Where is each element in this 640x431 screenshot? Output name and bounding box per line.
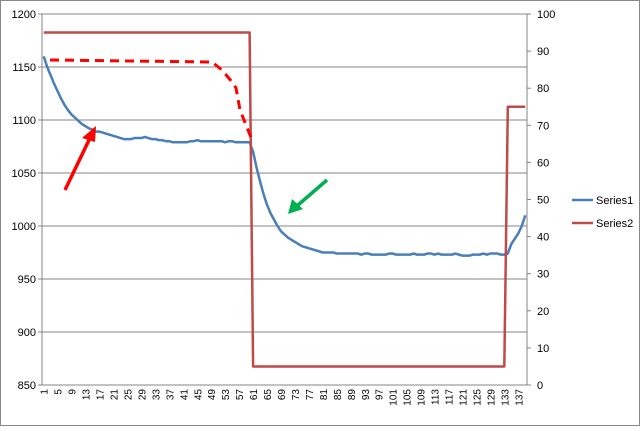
series-line (42, 56, 527, 257)
y-tick-label: 950 (18, 274, 36, 286)
x-tick-label: 77 (305, 389, 316, 401)
x-tick-label: 121 (458, 389, 469, 406)
legend-label: Series2 (596, 218, 633, 230)
y2-tick-label: 40 (537, 232, 549, 244)
y2-tick-label: 80 (537, 83, 549, 95)
x-tick-label: 5 (54, 389, 65, 395)
x-tick-label: 81 (319, 389, 330, 401)
y2-tick-label: 30 (537, 269, 549, 281)
x-tick-label: 105 (403, 389, 414, 406)
x-tick-label: 37 (165, 389, 176, 401)
y2-tick-label: 60 (537, 157, 549, 169)
annotation-dashed-line (49, 58, 254, 141)
x-tick-label: 73 (291, 389, 302, 401)
x-tick-label: 117 (444, 389, 455, 405)
red-arrow (63, 137, 92, 191)
legend-label: Series1 (596, 195, 633, 207)
x-tick-label: 29 (137, 389, 148, 401)
y2-tick-label: 90 (537, 46, 549, 58)
y2-tick-label: 100 (537, 9, 555, 21)
x-tick-label: 53 (221, 389, 232, 401)
y2-tick-label: 10 (537, 343, 549, 355)
x-tick-label: 129 (486, 389, 497, 406)
y-tick-label: 1200 (12, 9, 36, 21)
x-tick-label: 33 (151, 389, 162, 401)
x-tick-label: 61 (249, 389, 260, 401)
y2-tick-label: 0 (537, 380, 543, 392)
x-tick-label: 9 (68, 389, 79, 395)
x-tick-label: 97 (375, 389, 386, 401)
y-tick-label: 1050 (12, 168, 36, 180)
x-tick-label: 85 (333, 389, 344, 401)
x-tick-label: 45 (193, 389, 204, 401)
series-line (43, 31, 526, 368)
y-tick-label: 1150 (12, 62, 36, 74)
x-tick-label: 49 (207, 389, 218, 401)
red-arrow-head (82, 126, 96, 142)
x-tick-label: 65 (263, 389, 274, 401)
x-tick-label: 41 (179, 389, 190, 401)
x-tick-label: 89 (347, 389, 358, 401)
green-arrow (296, 178, 329, 207)
y-tick-label: 1100 (12, 115, 36, 127)
legend: Series1 Series2 (572, 195, 633, 230)
x-tick-label: 21 (110, 389, 121, 401)
x-tick-label: 137 (514, 389, 525, 406)
x-tick-label: 113 (431, 389, 442, 405)
y2-tick-label: 50 (537, 195, 549, 207)
x-tick-label: 101 (389, 389, 400, 406)
x-tick-label: 133 (500, 389, 511, 406)
y-tick-label: 1000 (12, 221, 36, 233)
x-tick-label: 69 (277, 389, 288, 401)
x-tick-label: 25 (123, 389, 134, 401)
plot (42, 31, 527, 368)
x-tick-label: 93 (361, 389, 372, 401)
x-tick-label: 109 (417, 389, 428, 406)
x-tick-label: 17 (96, 389, 107, 401)
y2-tick-label: 20 (537, 306, 549, 318)
x-tick-label: 57 (235, 389, 246, 401)
x-tick-label: 125 (472, 389, 483, 406)
y-tick-label: 900 (18, 327, 36, 339)
x-tick-label: 1 (40, 389, 51, 395)
y2-tick-label: 70 (537, 120, 549, 132)
green-arrow-head (288, 199, 303, 214)
y-tick-label: 850 (18, 380, 36, 392)
x-tick-label: 13 (82, 389, 93, 401)
